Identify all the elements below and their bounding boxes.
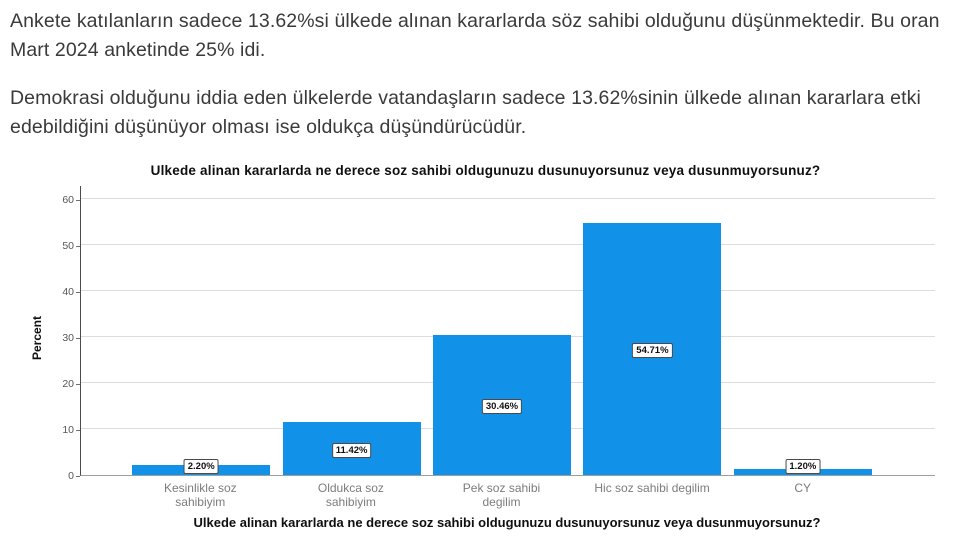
y-tick-label: 60 xyxy=(62,194,74,206)
y-tick-label: 20 xyxy=(62,378,74,390)
bar-slot: 30.46% xyxy=(427,199,577,475)
gridline-50 xyxy=(81,244,935,245)
bar-slot: 11.42% xyxy=(276,199,426,475)
x-category-label: Kesinlikle soz sahibiyim xyxy=(163,481,237,509)
y-tick-mark xyxy=(76,384,80,385)
y-tick-mark xyxy=(76,246,80,247)
bar-value-label: 30.46% xyxy=(481,398,523,414)
y-tick-mark xyxy=(76,292,80,293)
y-tick-label: 50 xyxy=(62,240,74,252)
x-category-label: Pek soz sahibi degilim xyxy=(462,481,541,509)
x-axis-title: Ulkede alinan kararlarda ne derece soz s… xyxy=(193,515,821,530)
bar-value-label: 11.42% xyxy=(331,442,372,458)
bars-container: 2.20% 11.42% 30.46% 54.71% 1.20% xyxy=(126,199,878,475)
bar-value-label: 1.20% xyxy=(785,459,821,474)
x-category-label: Hic soz sahibi degilim xyxy=(594,481,710,495)
y-tick-mark xyxy=(76,200,80,201)
bar-slot: 54.71% xyxy=(577,199,727,475)
y-tick-label: 40 xyxy=(62,286,74,298)
x-axis-categories: Kesinlikle soz sahibiyim Oldukca soz sahi… xyxy=(125,481,878,509)
y-tick-label: 0 xyxy=(68,470,74,482)
plot-area: 2.20% 11.42% 30.46% 54.71% 1.20% xyxy=(80,186,935,476)
y-tick-mark xyxy=(76,430,80,431)
bar-value-label: 2.20% xyxy=(183,459,219,474)
bar-slot: 1.20% xyxy=(728,199,878,475)
y-tick-mark xyxy=(76,338,80,339)
y-tick-mark xyxy=(76,476,80,477)
gridline-60 xyxy=(81,198,935,199)
intro-paragraph-2: Demokrasi olduğunu iddia eden ülkelerde … xyxy=(10,87,921,138)
x-category-label: CY xyxy=(794,481,811,495)
y-tick-label: 30 xyxy=(62,332,74,344)
chart-title: Ulkede alinan kararlarda ne derece soz s… xyxy=(150,163,821,178)
x-category-label: Oldukca soz sahibiyim xyxy=(317,481,384,509)
y-tick-label: 10 xyxy=(62,424,74,436)
bar-value-label: 54.71% xyxy=(632,343,673,359)
bar-slot: 2.20% xyxy=(126,199,276,475)
intro-paragraph-1: Ankete katılanların sadece 13.62%si ülke… xyxy=(10,10,940,61)
gridline-40 xyxy=(81,290,935,291)
